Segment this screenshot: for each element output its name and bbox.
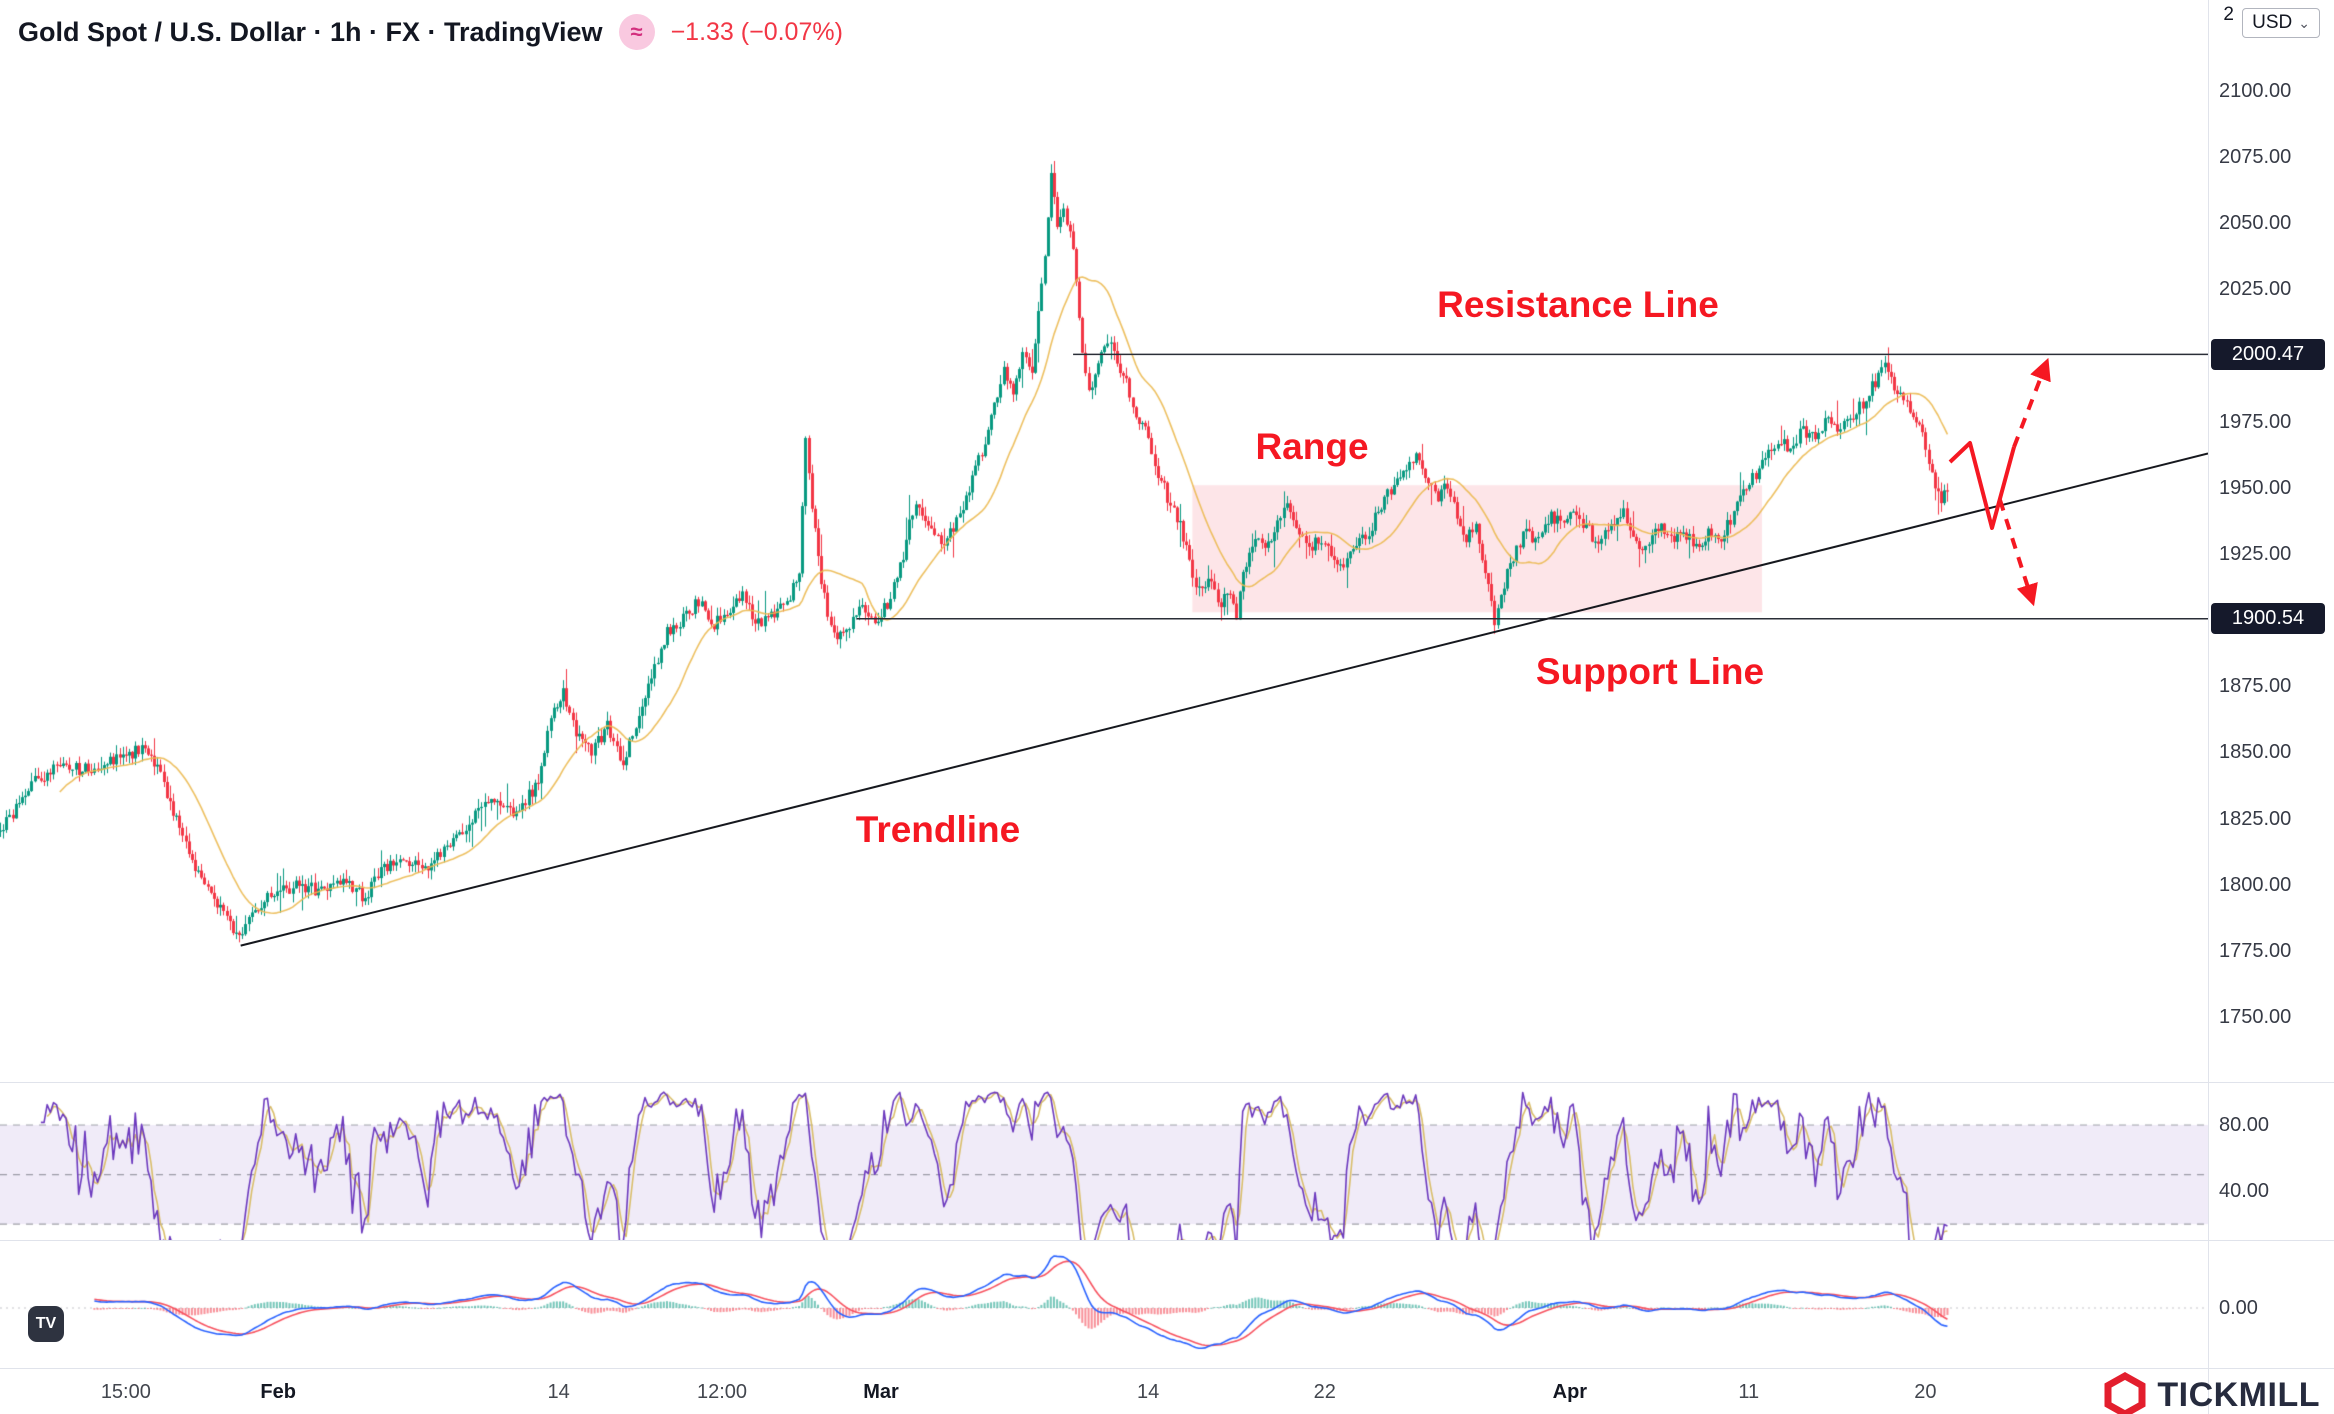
time-axis-label: 11 bbox=[1738, 1381, 1760, 1403]
tickmill-logo: TICKMILL bbox=[2103, 1372, 2320, 1414]
range-label[interactable]: Range bbox=[1255, 426, 1369, 467]
symbol-title[interactable]: Gold Spot / U.S. Dollar · 1h · FX · Trad… bbox=[18, 16, 603, 47]
price-tick-label: 2100.00 bbox=[2219, 80, 2292, 102]
price-tick-label: 1750.00 bbox=[2219, 1006, 2292, 1029]
price-tick-label: 1875.00 bbox=[2219, 675, 2292, 698]
time-axis-label: Apr bbox=[1552, 1381, 1588, 1403]
data-mode-icon[interactable]: ≈ bbox=[618, 14, 655, 50]
tradingview-logo[interactable]: TV bbox=[28, 1306, 64, 1342]
price-tick-label: 1800.00 bbox=[2219, 873, 2292, 896]
tickmill-wordmark: TICKMILL bbox=[2157, 1375, 2320, 1414]
chevron-down-icon: ⌄ bbox=[2298, 15, 2310, 31]
time-axis-label: Feb bbox=[260, 1381, 296, 1403]
indicator-tick-label: 40.00 bbox=[2219, 1180, 2270, 1203]
price-tick-label: 2075.00 bbox=[2219, 146, 2292, 169]
price-tick-label: 1850.00 bbox=[2219, 741, 2292, 764]
chart-legend: Gold Spot / U.S. Dollar · 1h · FX · Trad… bbox=[18, 14, 843, 50]
panel-separator[interactable] bbox=[0, 1240, 2334, 1241]
time-axis-label: 14 bbox=[1137, 1381, 1160, 1403]
price-axis[interactable]: 2100.00 2075.00 2050.00 2025.00 1975.00 1950.… bbox=[2209, 0, 2334, 1414]
time-axis-label: 12:00 bbox=[696, 1381, 748, 1403]
price-tick-label: 1975.00 bbox=[2219, 410, 2292, 433]
price-tick-label: 1950.00 bbox=[2219, 476, 2292, 499]
time-axis-label: 14 bbox=[547, 1381, 570, 1403]
partial-axis-digit: 2 bbox=[2223, 4, 2234, 25]
support-line-label[interactable]: Support Line bbox=[1535, 651, 1765, 692]
time-axis-label: 22 bbox=[1313, 1381, 1336, 1403]
price-axis-separator bbox=[2208, 0, 2209, 1414]
stochastic-panel-canvas[interactable] bbox=[0, 1083, 2208, 1240]
time-axis[interactable]: 15:00 Feb 14 12:00 Mar 14 22 Apr 11 20 bbox=[0, 1369, 2334, 1414]
tickmill-hexagon-icon bbox=[2104, 1372, 2146, 1414]
price-tick-label: 1825.00 bbox=[2219, 807, 2292, 830]
trendline-label[interactable]: Trendline bbox=[855, 809, 1021, 850]
indicator-tick-label: 80.00 bbox=[2219, 1114, 2270, 1136]
indicator-tick-label: 0.00 bbox=[2219, 1297, 2258, 1319]
time-axis-label: Mar bbox=[863, 1381, 899, 1403]
price-tick-label: 2025.00 bbox=[2219, 278, 2292, 301]
macd-panel-canvas[interactable] bbox=[0, 1241, 2208, 1368]
price-line-badge: 1900.54 bbox=[2211, 603, 2325, 635]
tradingview-logo-mark: TV bbox=[35, 1315, 57, 1332]
price-tick-label: 1925.00 bbox=[2219, 543, 2292, 566]
price-tick-label: 2050.00 bbox=[2219, 212, 2292, 235]
price-change-text: −1.33 (−0.07%) bbox=[670, 17, 843, 46]
panel-separator[interactable] bbox=[0, 1082, 2334, 1083]
price-chart-canvas[interactable] bbox=[0, 0, 2208, 1082]
price-tick-label: 1775.00 bbox=[2219, 939, 2292, 962]
price-line-badge: 2000.47 bbox=[2211, 338, 2325, 370]
time-axis-separator bbox=[0, 1368, 2334, 1369]
time-axis-label: 15:00 bbox=[100, 1381, 151, 1403]
time-axis-label: 20 bbox=[1914, 1381, 1937, 1403]
resistance-line-label[interactable]: Resistance Line bbox=[1437, 284, 1719, 325]
currency-dropdown-button[interactable]: USD ⌄ bbox=[2242, 8, 2320, 38]
currency-label: USD bbox=[2252, 12, 2293, 33]
